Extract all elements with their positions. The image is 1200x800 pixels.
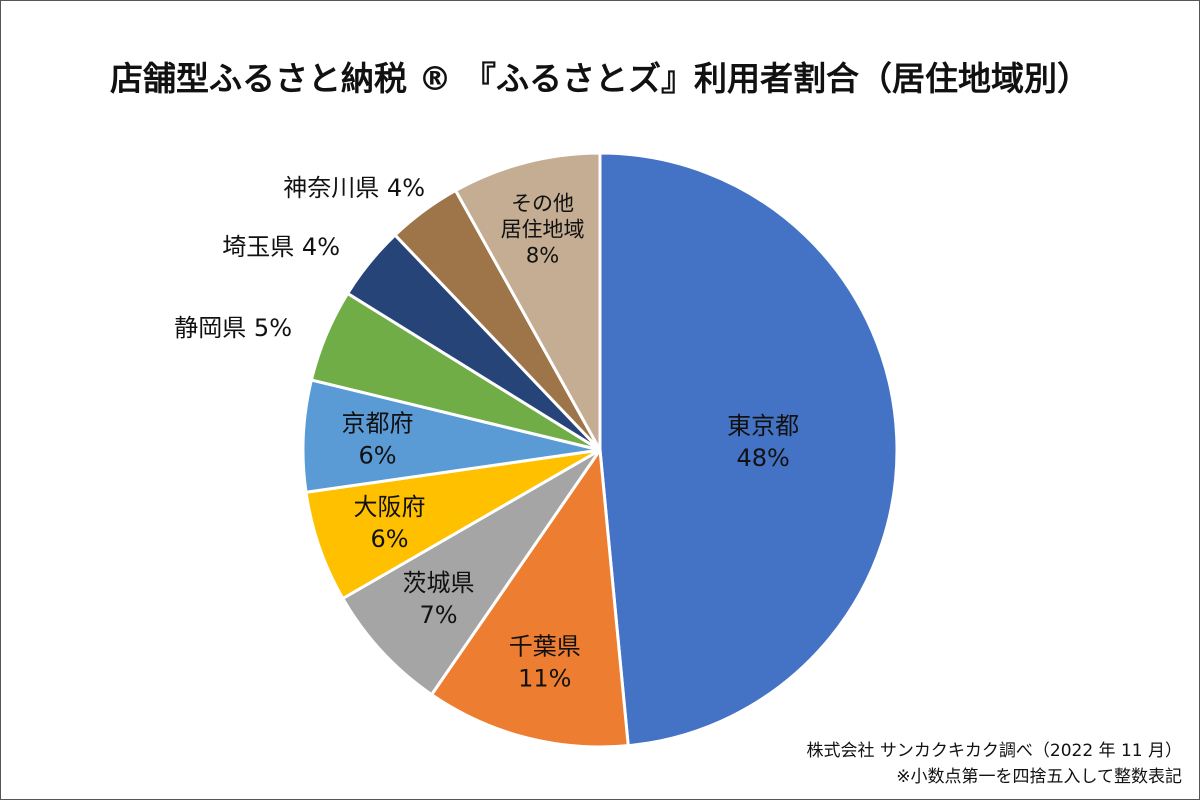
slice-label-2: 千葉県 11% (509, 633, 581, 693)
pie-slice-3 (340, 448, 602, 697)
slice-label-8: 神奈川県 4% (283, 174, 425, 202)
slice-label-1: 東京都 48% (727, 412, 799, 472)
slice-label-5: 京都府 6% (342, 409, 414, 469)
slice-label-4: 大阪府 6% (354, 493, 426, 553)
pie-slice-9 (453, 151, 602, 456)
source-note: 株式会社 サンカクキカク調べ（2022 年 11 月） (806, 741, 1182, 761)
slice-label-3: 茨城県 7% (403, 569, 475, 629)
pie-slice-2 (429, 445, 630, 749)
pie-labels: 東京都 48% 千葉県 11% 茨城県 7% 大阪府 6% 京都府 6% 静岡県 5% 埼玉県 4% 神… (174, 174, 799, 693)
chart-title: 店舗型ふるさと納税 ® 『ふるさとズ』利用者割合（居住地域別） (110, 59, 1090, 98)
rounding-note: ※小数点第一を四捨五入して整数表記 (896, 767, 1182, 787)
slice-label-6: 静岡県 5% (174, 314, 292, 342)
slice-label-7: 埼玉県 4% (222, 233, 340, 261)
slice-label-9: その他居住地域 8% (501, 192, 585, 268)
pie-slices (301, 151, 899, 749)
pie-slice-1 (598, 151, 899, 748)
